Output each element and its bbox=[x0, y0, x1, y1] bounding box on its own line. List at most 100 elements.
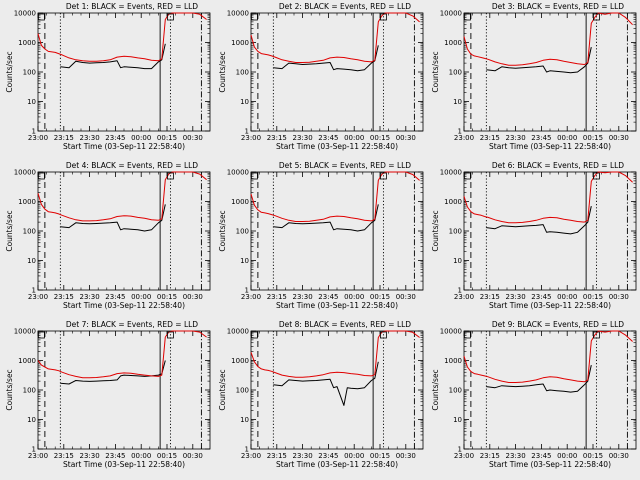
chart-3-title: Det 3: BLACK = Events, RED = LLD bbox=[492, 2, 624, 11]
chart-4-title: Det 4: BLACK = Events, RED = LLD bbox=[66, 161, 198, 170]
chart-3-xtick-label: 00:00 bbox=[557, 134, 577, 142]
chart-8-xtick-label: 00:15 bbox=[370, 452, 390, 460]
chart-9-marker-square bbox=[593, 331, 600, 339]
chart-3-ytick-label: 1 bbox=[458, 128, 462, 136]
chart-3-events-line bbox=[486, 46, 592, 74]
chart-4-xtick-label: 00:30 bbox=[183, 293, 203, 301]
chart-9: Det 9: BLACK = Events, RED = LLD 1 10 100 10… bbox=[431, 320, 637, 469]
chart-4-lld-line bbox=[37, 171, 207, 222]
chart-6-xtick-label: 00:15 bbox=[583, 293, 603, 301]
chart-5-xtick-label: 23:00 bbox=[241, 293, 261, 301]
chart-7-title: Det 7: BLACK = Events, RED = LLD bbox=[66, 320, 198, 329]
chart-8-marker-square bbox=[251, 331, 258, 339]
chart-9-ytick-label: 10000 bbox=[440, 328, 462, 336]
chart-2-lld-line bbox=[250, 12, 420, 63]
chart-3-ytick-label: 10000 bbox=[440, 10, 462, 18]
chart-1-ytick-label: 10 bbox=[27, 98, 36, 106]
chart-4-xtick-label: 00:15 bbox=[157, 293, 177, 301]
chart-1-xtick-label: 00:30 bbox=[183, 134, 203, 142]
chart-1-ytick-label: 1 bbox=[32, 128, 36, 136]
chart-5-xtick-label: 00:00 bbox=[344, 293, 364, 301]
chart-8-xtick-label: 23:15 bbox=[267, 452, 287, 460]
chart-3-ylabel: Counts/sec bbox=[431, 51, 440, 92]
chart-5-lld-line bbox=[250, 171, 420, 222]
chart-9-xtick-label: 00:15 bbox=[583, 452, 603, 460]
chart-2-xtick-label: 00:00 bbox=[344, 134, 364, 142]
chart-4-xlabel: Start Time (03-Sep-11 22:58:40) bbox=[63, 301, 185, 310]
chart-5-xtick-label: 23:30 bbox=[293, 293, 313, 301]
chart-6-ytick-label: 100 bbox=[449, 228, 462, 236]
chart-1-marker-square bbox=[38, 13, 45, 21]
chart-8-title: Det 8: BLACK = Events, RED = LLD bbox=[279, 320, 411, 329]
chart-1-ytick-label: 1000 bbox=[18, 39, 36, 47]
chart-8-marker-square bbox=[380, 331, 387, 339]
chart-2-xtick-label: 23:15 bbox=[267, 134, 287, 142]
chart-2: Det 2: BLACK = Events, RED = LLD 1 10 100 10… bbox=[218, 2, 424, 151]
chart-9-ytick-label: 10 bbox=[453, 416, 462, 424]
chart-2-marker-square bbox=[380, 13, 387, 21]
chart-7-ylabel: Counts/sec bbox=[5, 369, 14, 410]
chart-3-marker-square bbox=[593, 13, 600, 21]
chart-4-events-line bbox=[60, 204, 166, 232]
chart-9-title: Det 9: BLACK = Events, RED = LLD bbox=[492, 320, 624, 329]
chart-9-xtick-label: 23:00 bbox=[454, 452, 474, 460]
chart-9-ytick-label: 1000 bbox=[444, 357, 462, 365]
chart-9-xtick-label: 23:15 bbox=[480, 452, 500, 460]
chart-3-xtick-label: 00:30 bbox=[609, 134, 629, 142]
chart-7-ytick-label: 1 bbox=[32, 446, 36, 454]
chart-3-xtick-label: 23:30 bbox=[506, 134, 526, 142]
chart-2-ylabel: Counts/sec bbox=[218, 51, 227, 92]
chart-5-xtick-label: 23:45 bbox=[318, 293, 338, 301]
chart-1-lld-line bbox=[37, 12, 207, 62]
chart-9-ytick-label: 1 bbox=[458, 446, 462, 454]
chart-6-marker-square bbox=[464, 172, 471, 180]
chart-8-ytick-label: 100 bbox=[236, 387, 249, 395]
chart-6-events-line bbox=[486, 205, 592, 235]
chart-8-ytick-label: 1000 bbox=[231, 357, 249, 365]
chart-1-title: Det 1: BLACK = Events, RED = LLD bbox=[66, 2, 198, 11]
chart-1-xtick-label: 23:00 bbox=[28, 134, 48, 142]
chart-7-xtick-label: 23:45 bbox=[105, 452, 125, 460]
chart-3-lld-line bbox=[463, 12, 633, 66]
chart-5-ytick-label: 100 bbox=[236, 228, 249, 236]
chart-1-ylabel: Counts/sec bbox=[5, 51, 14, 92]
chart-8-xtick-label: 23:30 bbox=[293, 452, 313, 460]
chart-6-xtick-label: 00:30 bbox=[609, 293, 629, 301]
chart-3-ytick-label: 10 bbox=[453, 98, 462, 106]
chart-1-xtick-label: 00:00 bbox=[131, 134, 151, 142]
chart-5-ytick-label: 1 bbox=[245, 287, 249, 295]
chart-7-ytick-label: 100 bbox=[23, 387, 36, 395]
chart-6-ytick-label: 1 bbox=[458, 287, 462, 295]
chart-2-ytick-label: 10000 bbox=[227, 10, 249, 18]
chart-7-xtick-label: 00:30 bbox=[183, 452, 203, 460]
chart-6-ytick-label: 10 bbox=[453, 257, 462, 265]
chart-6-xtick-label: 23:30 bbox=[506, 293, 526, 301]
chart-5: Det 5: BLACK = Events, RED = LLD 1 10 100 10… bbox=[218, 161, 424, 310]
chart-4-marker-square bbox=[167, 172, 174, 180]
chart-8: Det 8: BLACK = Events, RED = LLD 1 10 100 10… bbox=[218, 320, 424, 469]
chart-8-lld-line bbox=[250, 330, 420, 378]
chart-4-xtick-label: 23:00 bbox=[28, 293, 48, 301]
chart-2-xtick-label: 00:15 bbox=[370, 134, 390, 142]
chart-5-marker-square bbox=[380, 172, 387, 180]
chart-4-xtick-label: 23:15 bbox=[54, 293, 74, 301]
chart-8-ytick-label: 10 bbox=[240, 416, 249, 424]
chart-5-xtick-label: 23:15 bbox=[267, 293, 287, 301]
chart-2-xtick-label: 23:45 bbox=[318, 134, 338, 142]
chart-8-xtick-label: 23:00 bbox=[241, 452, 261, 460]
chart-6-xtick-label: 23:15 bbox=[480, 293, 500, 301]
chart-3-ytick-label: 1000 bbox=[444, 39, 462, 47]
chart-4-ytick-label: 100 bbox=[23, 228, 36, 236]
chart-1-events-line bbox=[60, 43, 166, 70]
chart-1-xlabel: Start Time (03-Sep-11 22:58:40) bbox=[63, 142, 185, 151]
chart-2-title: Det 2: BLACK = Events, RED = LLD bbox=[279, 2, 411, 11]
chart-4-ylabel: Counts/sec bbox=[5, 210, 14, 251]
chart-5-xlabel: Start Time (03-Sep-11 22:58:40) bbox=[276, 301, 398, 310]
chart-7-marker-square bbox=[38, 331, 45, 339]
chart-7-xlabel: Start Time (03-Sep-11 22:58:40) bbox=[63, 460, 185, 469]
chart-3-xtick-label: 23:45 bbox=[531, 134, 551, 142]
chart-5-ylabel: Counts/sec bbox=[218, 210, 227, 251]
chart-7-xtick-label: 23:15 bbox=[54, 452, 74, 460]
chart-9-ytick-label: 100 bbox=[449, 387, 462, 395]
chart-8-events-line bbox=[273, 361, 379, 406]
